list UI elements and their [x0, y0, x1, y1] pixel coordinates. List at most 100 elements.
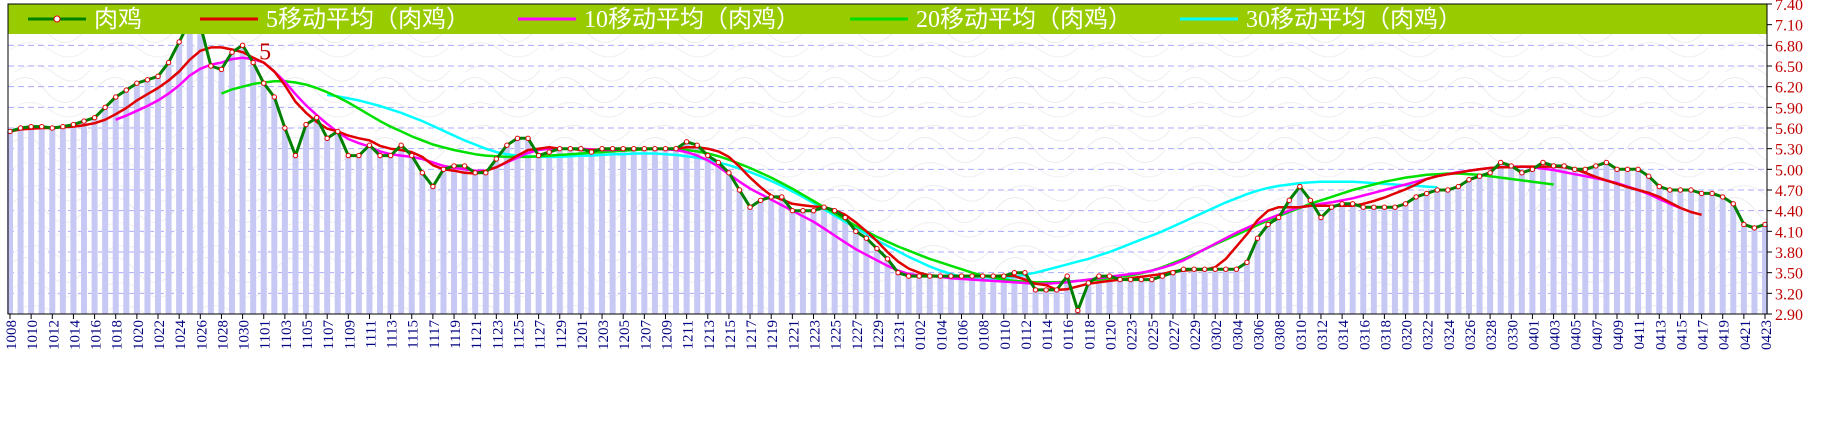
price-bar [1730, 203, 1737, 314]
price-bar [123, 90, 130, 314]
price-bar [207, 66, 214, 314]
price-point [683, 139, 690, 145]
price-point [673, 145, 679, 152]
x-tick-label: 0328 [1484, 320, 1500, 350]
x-tick-label: 0118 [1082, 320, 1098, 349]
price-bar [1021, 272, 1028, 314]
x-tick-label: 0108 [977, 320, 993, 350]
price-point [1550, 163, 1557, 169]
price-bar [408, 155, 415, 314]
price-point [810, 207, 817, 214]
price-point [483, 170, 489, 176]
price-point [1265, 221, 1271, 228]
price-point [1445, 187, 1451, 193]
x-tick-label: 1018 [110, 320, 126, 350]
price-point [1529, 166, 1536, 173]
price-bar [947, 276, 954, 314]
x-tick-label: 0304 [1230, 320, 1246, 351]
price-bar [863, 238, 870, 314]
price-bar [1243, 262, 1250, 314]
price-bar [747, 207, 754, 314]
price-bar [419, 172, 426, 314]
price-point [271, 94, 278, 100]
price-point [1392, 204, 1398, 210]
x-tick-label: 0225 [1146, 320, 1162, 350]
x-tick-label: 1020 [131, 320, 147, 350]
price-point [736, 187, 743, 193]
price-bar [429, 186, 436, 314]
price-point [662, 145, 669, 152]
price-point [28, 123, 34, 130]
price-bar [1666, 190, 1673, 314]
price-bar [355, 155, 362, 314]
price-bar [990, 276, 997, 314]
y-tick-label: 7.10 [1775, 18, 1803, 35]
x-tick-label: 0312 [1315, 320, 1331, 350]
price-bar [620, 148, 627, 314]
price-point [472, 170, 478, 176]
price-point [874, 245, 880, 252]
price-point [979, 273, 986, 279]
price-bar [651, 148, 658, 314]
x-tick-label: 0409 [1611, 320, 1627, 350]
price-point [821, 204, 827, 210]
price-bar [112, 97, 119, 314]
price-bar [1476, 176, 1483, 314]
x-tick-label: 1219 [765, 320, 781, 350]
price-bar [451, 165, 458, 314]
x-tick-label: 1227 [850, 320, 866, 351]
price-point [588, 149, 595, 155]
price-point [1413, 194, 1419, 200]
price-bar [1529, 169, 1536, 314]
x-tick-label: 0106 [956, 320, 972, 351]
x-tick-label: 1205 [617, 320, 633, 350]
price-point [324, 135, 330, 142]
price-point [1603, 159, 1610, 166]
price-point [1286, 197, 1292, 204]
price-bar [821, 207, 828, 314]
price-bar [1265, 224, 1272, 314]
x-tick-label: 1028 [215, 320, 231, 350]
price-bar [1656, 186, 1663, 314]
x-tick-label: 0116 [1061, 320, 1077, 350]
x-tick-label: 1117 [427, 320, 443, 349]
price-bar [292, 155, 299, 314]
price-bar [1043, 289, 1050, 314]
price-bar [440, 169, 447, 314]
price-bar [229, 52, 236, 314]
price-point [1667, 187, 1673, 193]
price-bar [1254, 238, 1261, 314]
x-tick-label: 1103 [279, 320, 295, 349]
x-tick-label: 0320 [1400, 320, 1416, 350]
x-tick-label: 0314 [1336, 320, 1352, 351]
x-tick-label: 1231 [892, 320, 908, 350]
price-bar [1339, 203, 1346, 314]
price-point [1127, 276, 1134, 283]
price-point [694, 142, 700, 148]
price-point [1318, 214, 1324, 221]
price-bar [38, 126, 45, 314]
price-bar [133, 83, 140, 314]
price-bar [567, 148, 574, 314]
price-bar [271, 97, 278, 314]
price-bar [789, 210, 796, 314]
price-bar [1740, 224, 1747, 314]
price-bar [1508, 165, 1515, 314]
price-point [1275, 214, 1282, 221]
price-point [409, 152, 415, 159]
price-point [292, 152, 299, 159]
price-point [430, 183, 436, 190]
price-bar [556, 148, 563, 314]
price-point [1032, 287, 1039, 293]
price-point [1656, 183, 1662, 190]
price-bar [1518, 172, 1525, 314]
price-bar [831, 210, 838, 314]
price-point [800, 207, 806, 214]
price-point [123, 87, 129, 93]
x-tick-label: 0324 [1442, 320, 1458, 351]
price-bar [1719, 196, 1726, 314]
price-point [546, 149, 552, 155]
x-tick-label: 1022 [152, 320, 168, 350]
price-point [1487, 170, 1493, 176]
price-bar [461, 165, 468, 314]
